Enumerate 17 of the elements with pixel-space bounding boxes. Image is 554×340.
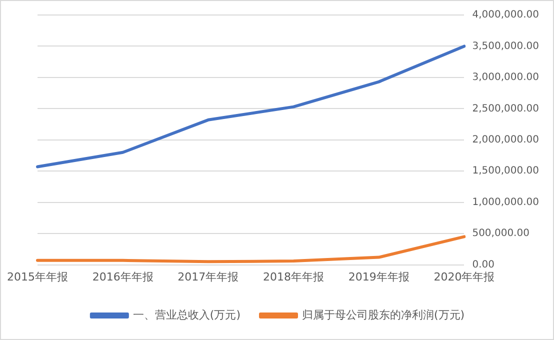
x-tick-label: 2018年年报 — [263, 270, 324, 284]
x-tick-label: 2019年年报 — [348, 270, 410, 284]
legend-label: 一、营业总收入(万元) — [132, 308, 241, 322]
legend-label: 归属于母公司股东的净利润(万元) — [302, 308, 465, 322]
y-tick-label: 2,500,000.00 — [472, 103, 539, 114]
x-tick-label: 2017年年报 — [178, 270, 239, 284]
y-tick-label: 3,500,000.00 — [472, 40, 539, 52]
y-tick-label: 0.00 — [472, 259, 494, 270]
y-tick-label: 3,000,000.00 — [472, 72, 539, 84]
x-tick-label: 2015年年报 — [6, 270, 68, 284]
y-tick-label: 500,000.00 — [472, 228, 530, 240]
y-tick-label: 2,000,000.00 — [472, 134, 539, 146]
x-tick-label: 2020年年报 — [434, 270, 495, 284]
y-tick-label: 4,000,000.00 — [472, 10, 539, 21]
y-tick-label: 1,000,000.00 — [472, 196, 539, 208]
x-tick-label: 2016年年报 — [92, 270, 154, 284]
y-tick-label: 1,500,000.00 — [472, 166, 539, 177]
